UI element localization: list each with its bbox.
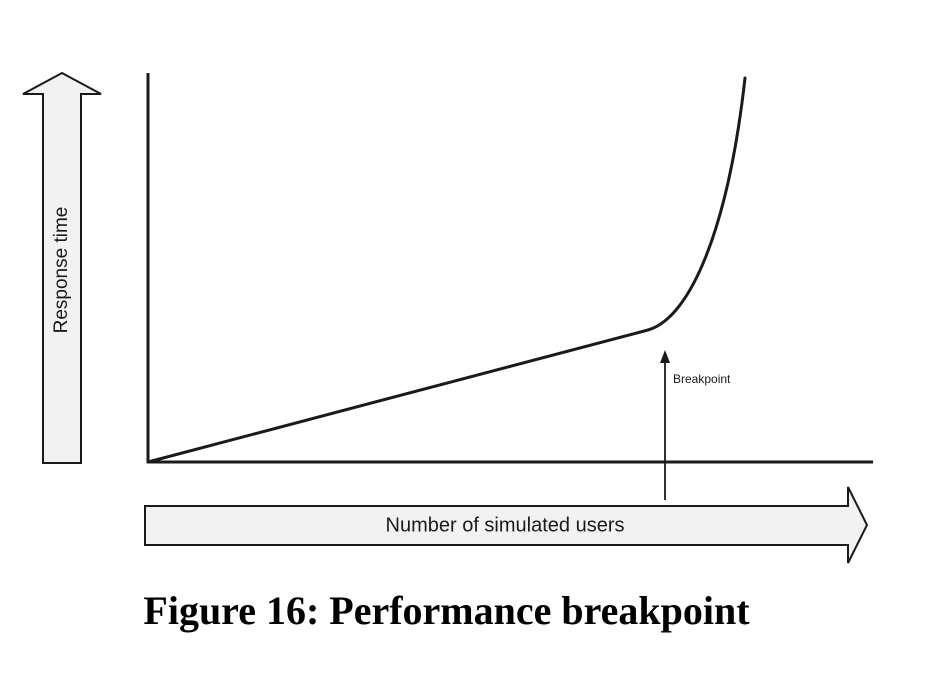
breakpoint-marker: Breakpoint	[660, 350, 731, 500]
response-time-arrow-shape	[22, 71, 102, 464]
performance-breakpoint-diagram: Response time Breakpoint Number of simul…	[22, 71, 873, 564]
response-curve	[146, 76, 747, 464]
simulated-users-arrow: Number of simulated users	[144, 486, 869, 564]
response-time-label: Response time	[51, 207, 72, 334]
simulated-users-label: Number of simulated users	[386, 514, 625, 536]
breakpoint-label: Breakpoint	[673, 372, 731, 386]
simulated-users-arrow-shape	[144, 486, 869, 564]
figure-caption: Figure 16: Performance breakpoint	[143, 588, 750, 633]
response-time-arrow: Response time	[22, 71, 102, 464]
breakpoint-arrowhead	[660, 350, 670, 363]
